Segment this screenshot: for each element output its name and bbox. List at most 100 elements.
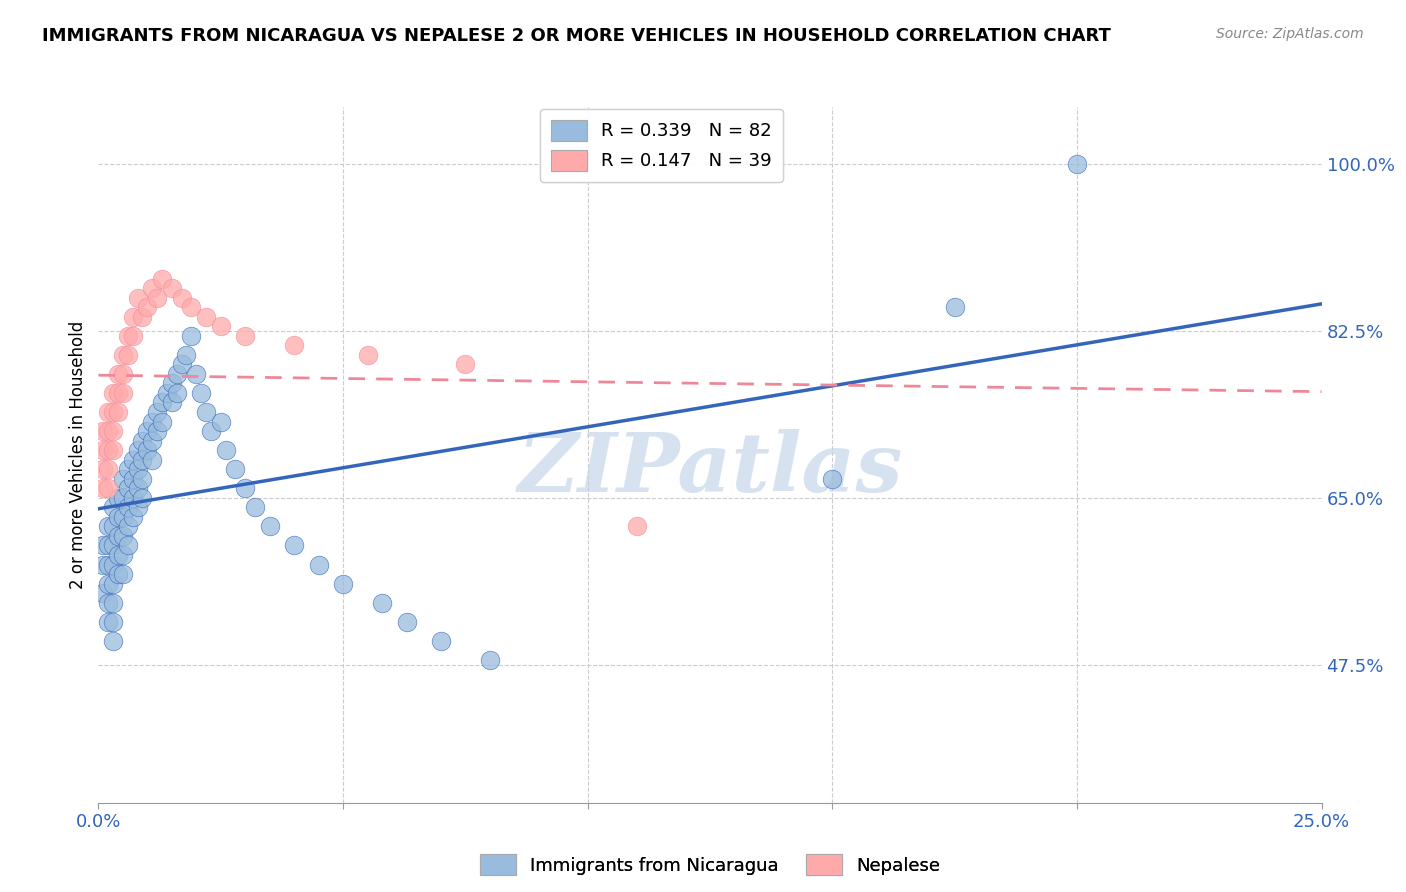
- Point: [97, 424, 120, 438]
- Point: [160, 376, 183, 391]
- Point: [111, 472, 134, 486]
- Point: [111, 367, 134, 381]
- Point: [101, 615, 124, 629]
- Point: [356, 348, 378, 362]
- Point: [117, 328, 139, 343]
- Point: [101, 633, 124, 648]
- Point: [131, 472, 153, 486]
- Point: [150, 395, 173, 409]
- Point: [136, 443, 159, 458]
- Point: [146, 424, 169, 438]
- Point: [101, 424, 124, 438]
- Point: [107, 367, 129, 381]
- Point: [131, 310, 153, 324]
- Point: [107, 529, 129, 543]
- Point: [943, 300, 966, 314]
- Point: [107, 567, 129, 582]
- Point: [209, 415, 232, 429]
- Point: [283, 338, 305, 352]
- Text: Source: ZipAtlas.com: Source: ZipAtlas.com: [1216, 27, 1364, 41]
- Point: [97, 576, 120, 591]
- Point: [166, 386, 188, 401]
- Point: [141, 452, 163, 467]
- Point: [127, 291, 149, 305]
- Point: [121, 509, 143, 524]
- Point: [121, 310, 143, 324]
- Point: [121, 452, 143, 467]
- Point: [97, 405, 120, 419]
- Point: [101, 576, 124, 591]
- Legend: Immigrants from Nicaragua, Nepalese: Immigrants from Nicaragua, Nepalese: [471, 846, 949, 884]
- Point: [160, 395, 183, 409]
- Point: [101, 558, 124, 572]
- Point: [127, 500, 149, 515]
- Point: [233, 481, 256, 495]
- Point: [150, 271, 173, 285]
- Point: [141, 281, 163, 295]
- Point: [101, 519, 124, 533]
- Point: [111, 567, 134, 582]
- Point: [186, 367, 208, 381]
- Point: [107, 491, 129, 505]
- Point: [97, 519, 120, 533]
- Point: [91, 424, 114, 438]
- Point: [308, 558, 330, 572]
- Point: [101, 539, 124, 553]
- Point: [97, 558, 120, 572]
- Point: [97, 615, 120, 629]
- Point: [141, 415, 163, 429]
- Point: [97, 462, 120, 476]
- Text: IMMIGRANTS FROM NICARAGUA VS NEPALESE 2 OR MORE VEHICLES IN HOUSEHOLD CORRELATIO: IMMIGRANTS FROM NICARAGUA VS NEPALESE 2 …: [42, 27, 1111, 45]
- Point: [107, 509, 129, 524]
- Point: [146, 405, 169, 419]
- Point: [101, 386, 124, 401]
- Point: [166, 367, 188, 381]
- Point: [332, 576, 354, 591]
- Point: [101, 596, 124, 610]
- Point: [117, 481, 139, 495]
- Point: [150, 415, 173, 429]
- Point: [111, 509, 134, 524]
- Point: [170, 357, 193, 371]
- Point: [176, 348, 198, 362]
- Point: [131, 452, 153, 467]
- Point: [107, 405, 129, 419]
- Point: [209, 319, 232, 334]
- Point: [136, 424, 159, 438]
- Point: [101, 500, 124, 515]
- Point: [243, 500, 266, 515]
- Point: [101, 443, 124, 458]
- Point: [97, 596, 120, 610]
- Point: [97, 443, 120, 458]
- Point: [117, 519, 139, 533]
- Y-axis label: 2 or more Vehicles in Household: 2 or more Vehicles in Household: [69, 321, 87, 589]
- Point: [395, 615, 418, 629]
- Point: [97, 481, 120, 495]
- Point: [111, 491, 134, 505]
- Point: [97, 539, 120, 553]
- Point: [131, 434, 153, 448]
- Point: [121, 472, 143, 486]
- Point: [160, 281, 183, 295]
- Point: [127, 443, 149, 458]
- Point: [478, 653, 501, 667]
- Point: [111, 386, 134, 401]
- Point: [1066, 157, 1088, 171]
- Text: ZIPatlas: ZIPatlas: [517, 429, 903, 508]
- Point: [283, 539, 305, 553]
- Point: [127, 462, 149, 476]
- Point: [91, 481, 114, 495]
- Point: [430, 633, 453, 648]
- Point: [170, 291, 193, 305]
- Point: [121, 491, 143, 505]
- Point: [259, 519, 281, 533]
- Point: [91, 558, 114, 572]
- Point: [101, 405, 124, 419]
- Point: [131, 491, 153, 505]
- Point: [91, 586, 114, 600]
- Point: [127, 481, 149, 495]
- Point: [117, 462, 139, 476]
- Point: [371, 596, 394, 610]
- Point: [117, 500, 139, 515]
- Point: [141, 434, 163, 448]
